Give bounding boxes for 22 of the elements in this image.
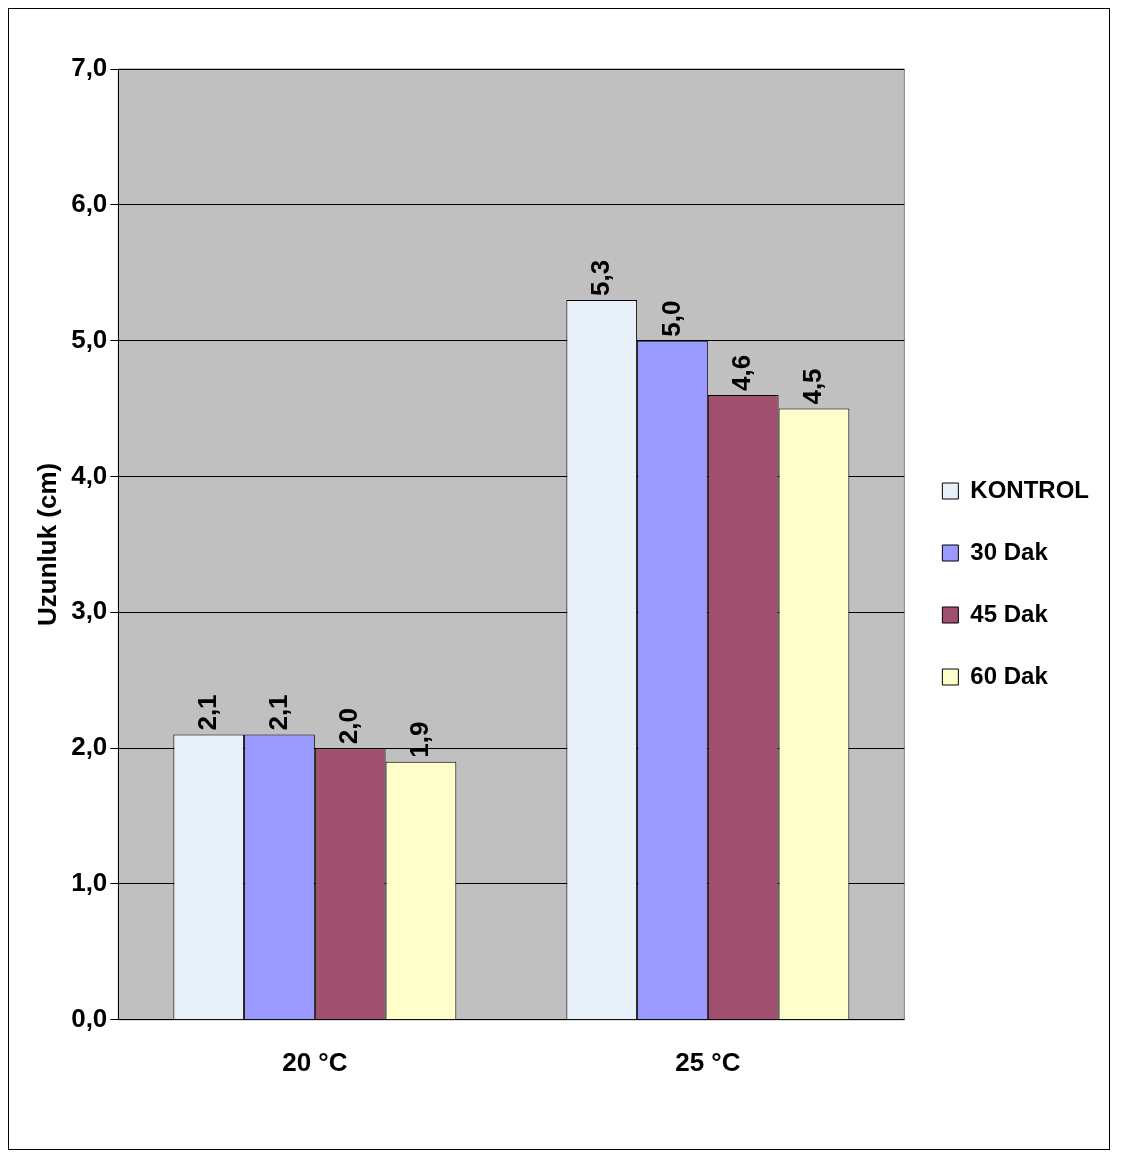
data-label: 5,3 <box>584 259 615 296</box>
data-label: 4,5 <box>797 368 828 405</box>
y-tick-label: 3,0 <box>71 595 108 626</box>
x-tick-label: 25 °C <box>675 1046 741 1077</box>
data-label: 2,1 <box>191 694 222 731</box>
y-tick-label: 4,0 <box>71 459 108 490</box>
y-tick-label: 5,0 <box>71 323 108 354</box>
data-label: 2,1 <box>262 694 293 731</box>
legend-label: KONTROL <box>970 475 1089 503</box>
data-label: 2,0 <box>333 707 364 745</box>
legend-label: 45 Dak <box>970 599 1049 627</box>
y-tick-label: 0,0 <box>71 1002 108 1033</box>
y-tick-label: 1,0 <box>71 867 108 898</box>
legend-label: 60 Dak <box>970 661 1049 689</box>
x-tick-label: 20 °C <box>282 1046 348 1077</box>
y-tick-label: 6,0 <box>71 188 108 218</box>
y-tick-label: 7,0 <box>71 52 108 83</box>
data-label: 5,0 <box>655 300 686 337</box>
y-tick-label: 2,0 <box>71 731 108 762</box>
data-label: 4,6 <box>726 354 757 391</box>
legend-label: 30 Dak <box>970 537 1049 565</box>
y-axis-title: Uzunluk (cm) <box>31 462 62 627</box>
